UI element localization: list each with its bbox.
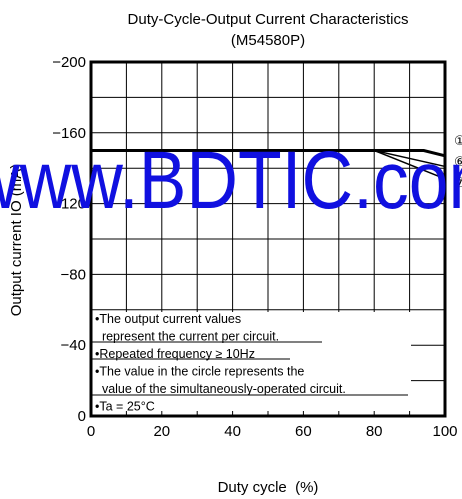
- series-label-2: ⑥: [454, 154, 462, 169]
- y-tick-label: −160: [52, 125, 86, 142]
- notes: •The output current values represent the…: [91, 312, 408, 414]
- notes-box: [91, 312, 411, 411]
- tick-labels: 0 20 40 60 80 100 0 −40 −80 −120 −160 −200: [52, 54, 457, 440]
- note-line: represent the current per circuit.: [95, 330, 279, 344]
- series-lines: [91, 149, 446, 180]
- y-tick-label: −80: [61, 266, 86, 283]
- x-tick-label: 20: [153, 423, 170, 440]
- y-tick-label: 0: [78, 408, 86, 425]
- chart-title: Duty-Cycle-Output Current Characteristic…: [128, 11, 409, 28]
- series-label-1: ①: [454, 133, 462, 148]
- x-tick-label: 100: [432, 423, 457, 440]
- x-axis-label: Duty cycle (%): [218, 479, 319, 496]
- plot-frame: [89, 60, 447, 418]
- note-line: •Ta = 25°C: [95, 400, 155, 414]
- series-line-3: [91, 149, 446, 180]
- x-tick-label: 80: [366, 423, 383, 440]
- note-line: •The value in the circle represents the: [95, 365, 304, 379]
- y-tick-label: −40: [61, 337, 86, 354]
- series-legend: ① ⑥ ⑦: [454, 133, 462, 190]
- note-line: •Repeated frequency ≥ 10Hz: [95, 347, 255, 361]
- x-tick-label: 60: [295, 423, 312, 440]
- watermark: www.BDTIC.com: [0, 135, 462, 226]
- chart-subtitle: (M54580P): [231, 32, 305, 49]
- y-tick-label: −120: [52, 196, 86, 213]
- series-label-3: ⑦: [454, 175, 462, 190]
- x-tick-label: 0: [87, 423, 95, 440]
- y-tick-label: −200: [52, 54, 86, 71]
- y-axis-label: Output current IO (mA): [8, 164, 25, 317]
- note-line: value of the simultaneously-operated cir…: [95, 382, 346, 396]
- note-line: •The output current values: [95, 312, 241, 326]
- x-tick-label: 40: [224, 423, 241, 440]
